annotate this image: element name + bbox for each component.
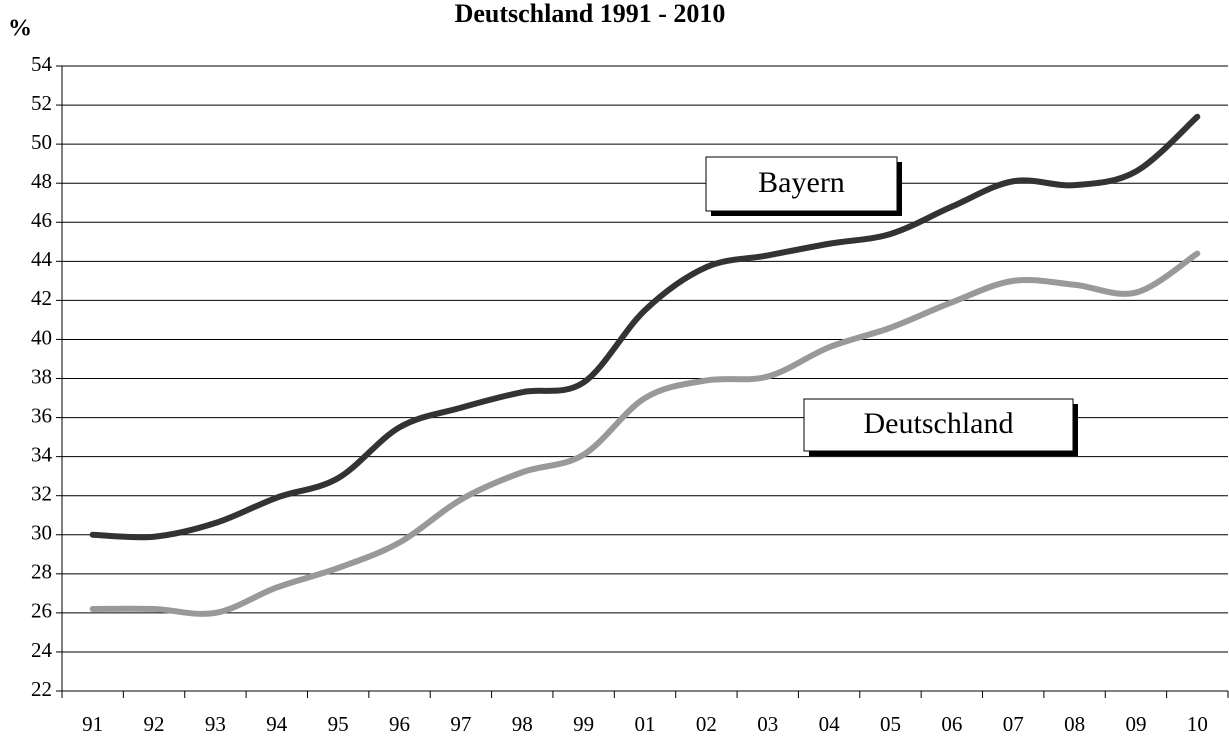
y-tick-label: 54: [31, 52, 53, 76]
series-line: [89, 113, 1201, 541]
x-tick-label: 02: [696, 712, 717, 736]
series-label: Bayern: [758, 166, 845, 199]
y-tick-label: 46: [31, 208, 52, 232]
x-tick-label: 98: [512, 712, 533, 736]
y-tick-label: 42: [31, 286, 52, 310]
y-tick-label: 22: [31, 677, 52, 701]
y-tick-label: 50: [31, 130, 52, 154]
y-tick-label: 26: [31, 599, 52, 623]
x-tick-label: 94: [266, 712, 288, 736]
y-tick-label: 30: [31, 521, 52, 545]
y-tick-label: 44: [31, 247, 53, 271]
x-tick-label: 03: [757, 712, 778, 736]
y-tick-label: 48: [31, 169, 52, 193]
x-tick-label: 05: [880, 712, 901, 736]
series-label: Deutschland: [864, 407, 1014, 440]
label-box: [803, 398, 1074, 452]
x-tick-label: 97: [450, 712, 471, 736]
x-tick-label: 08: [1064, 712, 1085, 736]
y-tick-label: 36: [31, 403, 52, 427]
x-tick-label: 10: [1187, 712, 1208, 736]
x-tick-label: 96: [389, 712, 410, 736]
x-tick-label: 91: [82, 712, 103, 736]
x-tick-label: 99: [573, 712, 594, 736]
y-axis-label: %: [8, 16, 32, 42]
x-tick-label: 92: [144, 712, 165, 736]
y-tick-label: 40: [31, 325, 52, 349]
y-tick-label: 38: [31, 364, 52, 388]
x-tick-label: 06: [941, 712, 962, 736]
x-tick-label: 01: [635, 712, 656, 736]
chart-title: Deutschland 1991 - 2010: [455, 0, 726, 28]
x-tick-label: 07: [1003, 712, 1024, 736]
x-tick-label: 09: [1125, 712, 1146, 736]
label-box: [705, 156, 898, 212]
x-tick-label: 95: [328, 712, 349, 736]
y-tick-label: 24: [31, 638, 53, 662]
y-tick-label: 28: [31, 560, 52, 584]
y-tick-label: 32: [31, 482, 52, 506]
x-tick-label: 93: [205, 712, 226, 736]
x-tick-label: 04: [819, 712, 841, 736]
y-tick-label: 52: [31, 91, 52, 115]
y-tick-label: 34: [31, 442, 53, 466]
series-line: [89, 250, 1201, 617]
